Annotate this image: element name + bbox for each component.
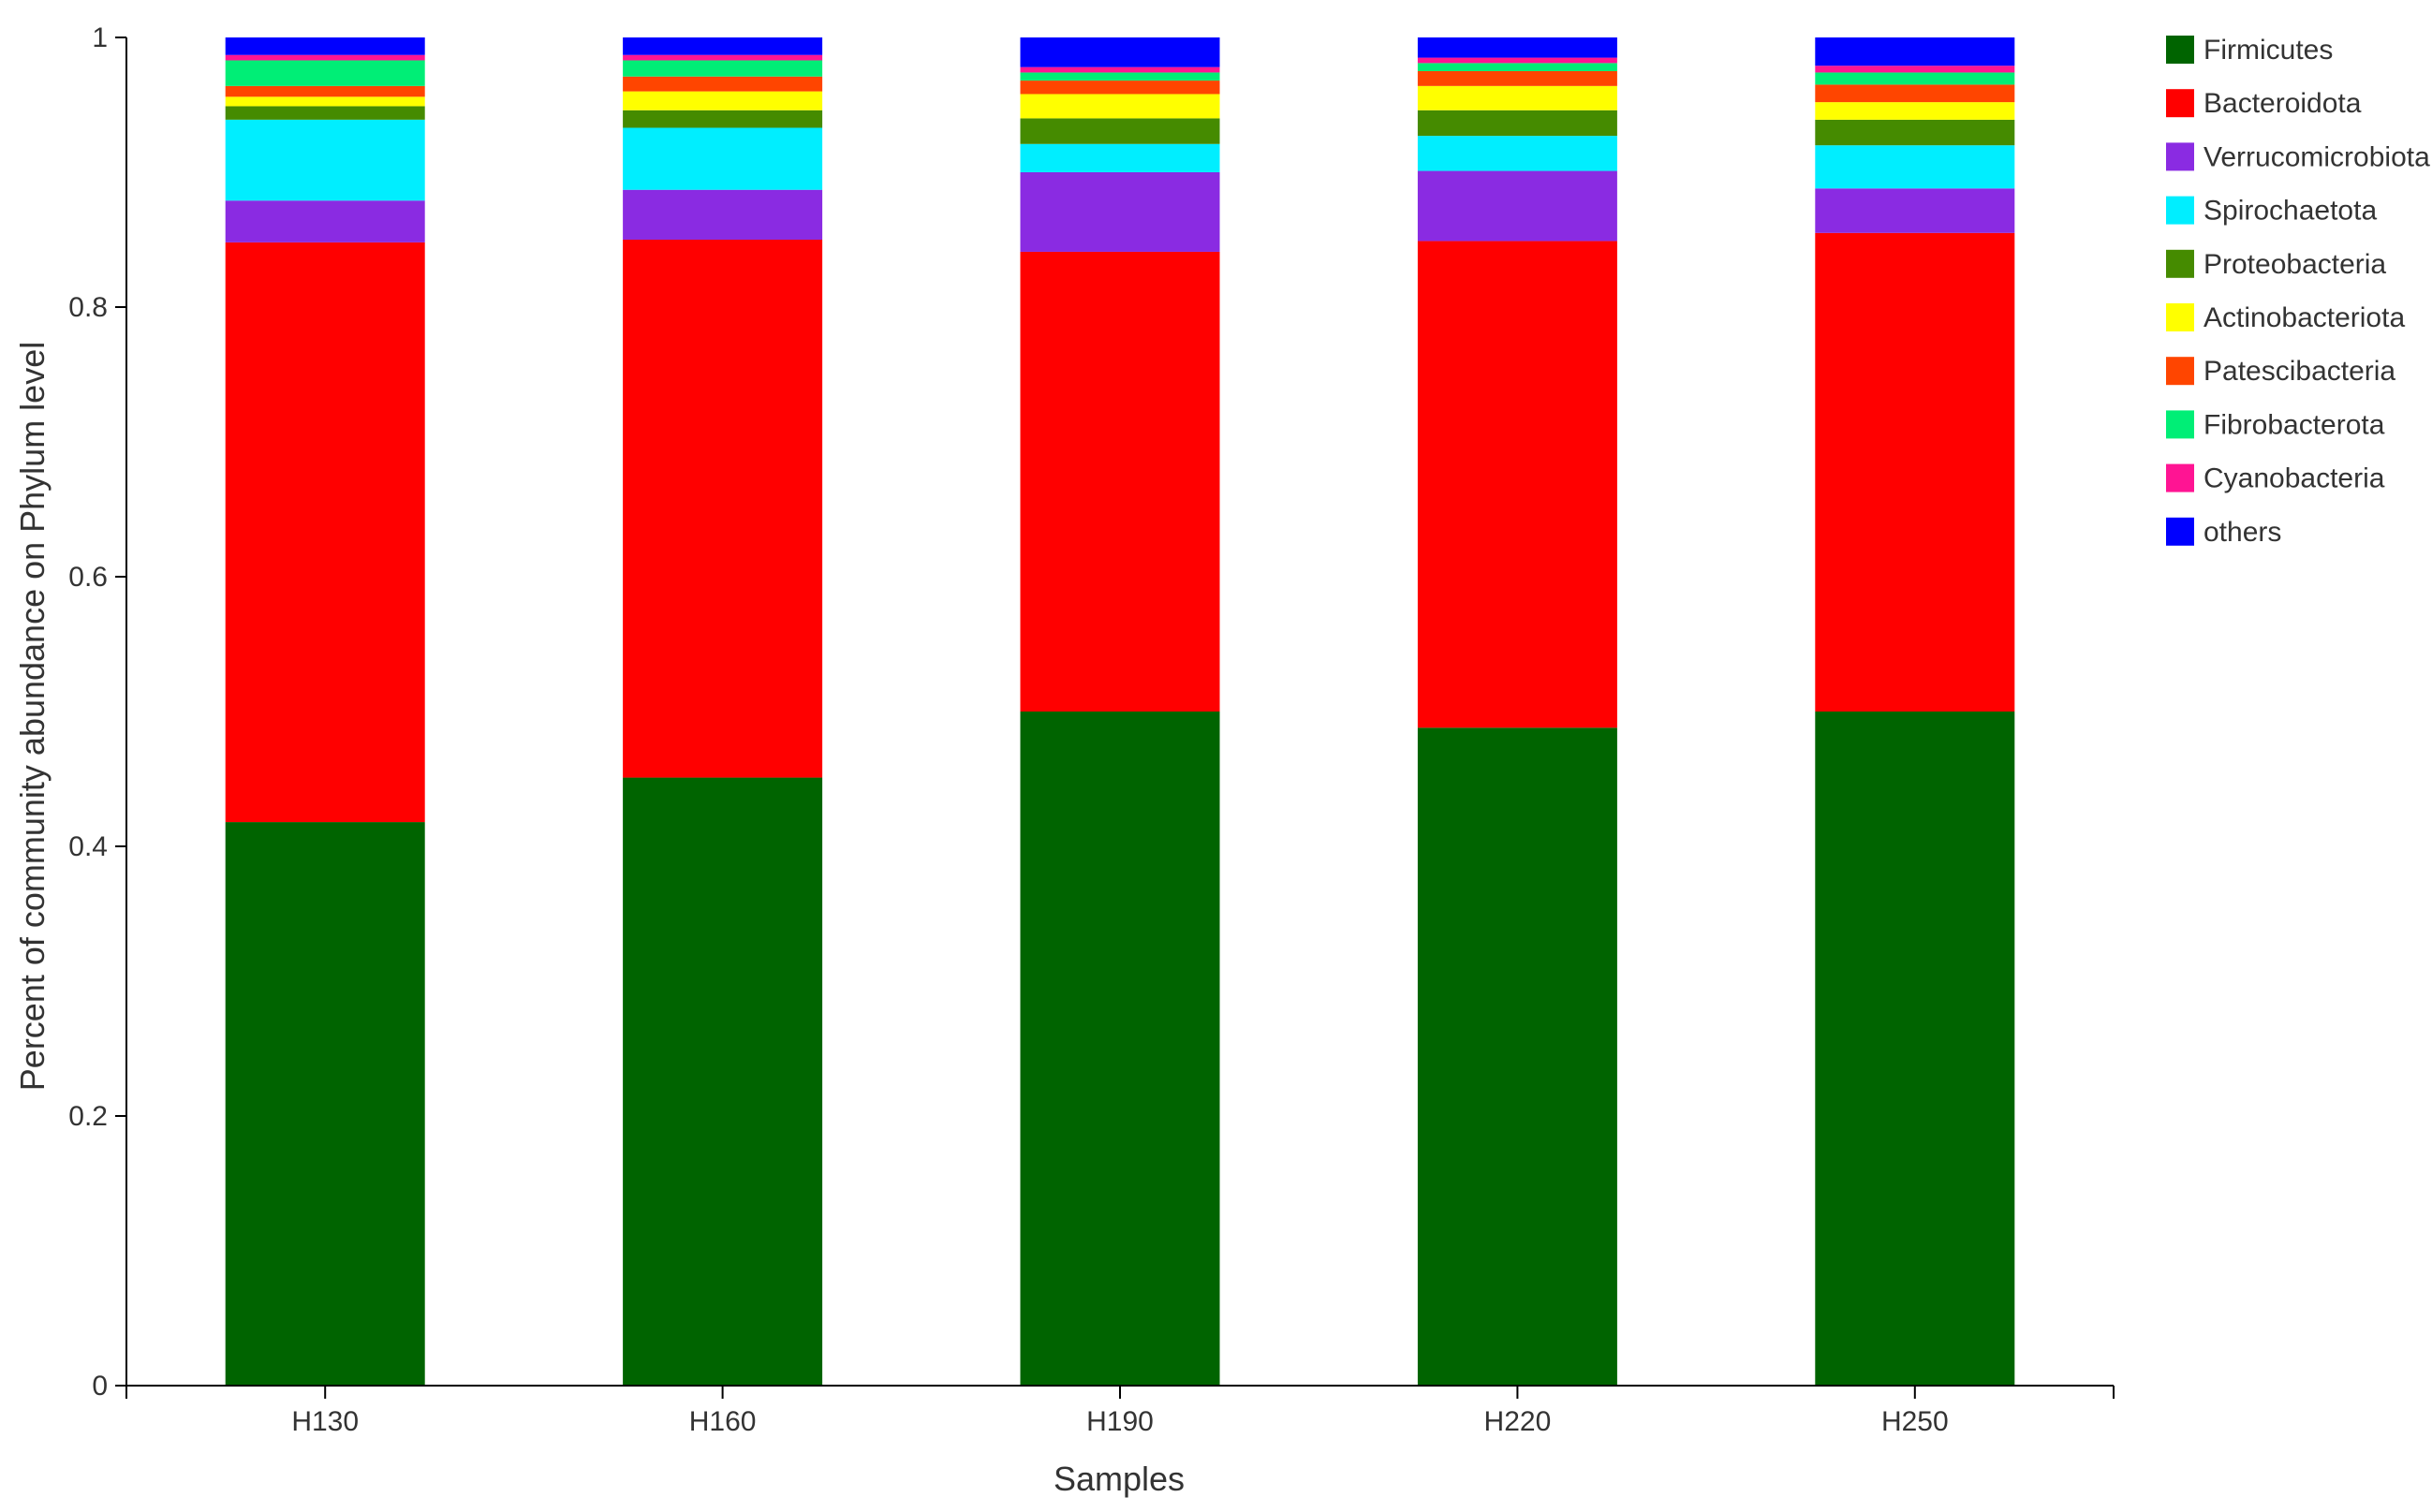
legend-label: others bbox=[2204, 517, 2281, 548]
bar-h160-spirochaetota bbox=[623, 127, 823, 190]
legend-label: Verrucomicrobiota bbox=[2204, 141, 2430, 172]
legend-label: Cyanobacteria bbox=[2204, 463, 2385, 494]
x-tick-label-h130: H130 bbox=[291, 1406, 359, 1437]
bar-h190-actinobacteriota bbox=[1020, 94, 1220, 119]
bar-h220-patescibacteria bbox=[1417, 71, 1617, 86]
legend-label: Bacteroidota bbox=[2204, 88, 2362, 119]
legend-item-fibrobacterota: Fibrobacterota bbox=[2166, 409, 2385, 440]
legend-item-spirochaetota: Spirochaetota bbox=[2166, 196, 2377, 227]
bar-h250-cyanobacteria bbox=[1815, 66, 2015, 73]
bar-h130-cyanobacteria bbox=[225, 54, 425, 61]
legend-item-verrucomicrobiota: Verrucomicrobiota bbox=[2166, 141, 2430, 172]
legend: Firmicutes Bacteroidota Verrucomicrobiota S… bbox=[2166, 35, 2430, 548]
bar-h220-spirochaetota bbox=[1417, 136, 1617, 171]
bar-h190-bacteroidota bbox=[1020, 251, 1220, 712]
legend-label: Spirochaetota bbox=[2204, 196, 2377, 227]
legend-swatch bbox=[2166, 36, 2194, 64]
legend-swatch bbox=[2166, 303, 2194, 331]
legend-swatch bbox=[2166, 142, 2194, 171]
bar-h190-proteobacteria bbox=[1020, 118, 1220, 144]
y-tick-label: 0.6 bbox=[68, 562, 108, 593]
bar-h190-cyanobacteria bbox=[1020, 66, 1220, 73]
bar-h220-firmicutes bbox=[1417, 727, 1617, 1386]
legend-swatch bbox=[2166, 357, 2194, 386]
bar-h160-bacteroidota bbox=[623, 240, 823, 778]
bar-h190-spirochaetota bbox=[1020, 143, 1220, 172]
legend-item-actinobacteriota: Actinobacteriota bbox=[2166, 302, 2405, 333]
bar-h130-proteobacteria bbox=[225, 106, 425, 120]
legend-label: Proteobacteria bbox=[2204, 249, 2386, 280]
bar-h190-others bbox=[1020, 37, 1220, 67]
legend-swatch bbox=[2166, 410, 2194, 439]
x-tick-label-h190: H190 bbox=[1086, 1406, 1154, 1437]
bar-h250-firmicutes bbox=[1815, 712, 2015, 1386]
bar-h220-cyanobacteria bbox=[1417, 57, 1617, 64]
bar-h160-actinobacteriota bbox=[623, 91, 823, 110]
bar-h130-fibrobacterota bbox=[225, 60, 425, 86]
legend-label: Firmicutes bbox=[2204, 35, 2333, 66]
legend-label: Fibrobacterota bbox=[2204, 409, 2385, 440]
bar-h250-others bbox=[1815, 37, 2015, 66]
y-tick-label: 0 bbox=[92, 1371, 108, 1402]
bar-h130-spirochaetota bbox=[225, 119, 425, 201]
y-tick-label: 0.2 bbox=[68, 1101, 108, 1132]
bar-h220-verrucomicrobiota bbox=[1417, 170, 1617, 242]
y-tick-label: 0.8 bbox=[68, 292, 108, 323]
bar-h160-patescibacteria bbox=[623, 76, 823, 92]
legend-label: Actinobacteriota bbox=[2204, 302, 2405, 333]
x-axis: H130 H160 H190 H220 H250 bbox=[125, 1385, 2115, 1437]
bar-h250-patescibacteria bbox=[1815, 84, 2015, 103]
bar-h130-bacteroidota bbox=[225, 242, 425, 823]
legend-item-bacteroidota: Bacteroidota bbox=[2166, 88, 2362, 119]
bar-h220-fibrobacterota bbox=[1417, 63, 1617, 71]
legend-swatch bbox=[2166, 196, 2194, 225]
legend-item-proteobacteria: Proteobacteria bbox=[2166, 249, 2386, 280]
bars-group bbox=[225, 37, 2015, 1386]
legend-item-others: others bbox=[2166, 517, 2281, 548]
bar-h250-fibrobacterota bbox=[1815, 72, 2015, 85]
bar-h130-verrucomicrobiota bbox=[225, 200, 425, 242]
bar-h130-patescibacteria bbox=[225, 85, 425, 97]
bar-h190-verrucomicrobiota bbox=[1020, 172, 1220, 252]
bar-h250-actinobacteriota bbox=[1815, 102, 2015, 120]
bar-h130-actinobacteriota bbox=[225, 96, 425, 107]
bar-h130-others bbox=[225, 37, 425, 55]
bar-h190-firmicutes bbox=[1020, 712, 1220, 1386]
bar-h220-bacteroidota bbox=[1417, 241, 1617, 728]
bar-h160-others bbox=[623, 37, 823, 55]
legend-swatch bbox=[2166, 463, 2194, 492]
legend-item-firmicutes: Firmicutes bbox=[2166, 35, 2333, 66]
x-tick-label-h220: H220 bbox=[1484, 1406, 1552, 1437]
bar-h250-bacteroidota bbox=[1815, 232, 2015, 712]
bar-h250-verrucomicrobiota bbox=[1815, 188, 2015, 233]
x-tick-label-h250: H250 bbox=[1881, 1406, 1949, 1437]
bar-h190-patescibacteria bbox=[1020, 81, 1220, 95]
bar-h160-verrucomicrobiota bbox=[623, 189, 823, 240]
bar-h190-fibrobacterota bbox=[1020, 72, 1220, 81]
legend-swatch bbox=[2166, 89, 2194, 118]
bar-h250-proteobacteria bbox=[1815, 119, 2015, 146]
bar-h220-others bbox=[1417, 37, 1617, 58]
bar-h250-spirochaetota bbox=[1815, 145, 2015, 189]
legend-item-cyanobacteria: Cyanobacteria bbox=[2166, 463, 2385, 494]
y-axis: 0 0.2 0.4 0.6 0.8 1 bbox=[68, 22, 127, 1402]
bar-h160-cyanobacteria bbox=[623, 54, 823, 61]
y-tick-label: 1 bbox=[92, 22, 108, 53]
y-axis-title: Percent of community abundance on Phylum… bbox=[13, 342, 52, 1091]
legend-label: Patescibacteria bbox=[2204, 356, 2395, 387]
bar-h220-actinobacteriota bbox=[1417, 85, 1617, 110]
bar-h160-proteobacteria bbox=[623, 110, 823, 128]
y-tick-label: 0.4 bbox=[68, 831, 108, 862]
legend-item-patescibacteria: Patescibacteria bbox=[2166, 356, 2395, 387]
legend-swatch bbox=[2166, 249, 2194, 278]
bar-h160-fibrobacterota bbox=[623, 60, 823, 77]
bar-h160-firmicutes bbox=[623, 777, 823, 1386]
bar-h220-proteobacteria bbox=[1417, 110, 1617, 137]
x-axis-title: Samples bbox=[1054, 1460, 1185, 1498]
bar-h130-firmicutes bbox=[225, 822, 425, 1386]
x-tick-label-h160: H160 bbox=[689, 1406, 757, 1437]
legend-swatch bbox=[2166, 517, 2194, 546]
